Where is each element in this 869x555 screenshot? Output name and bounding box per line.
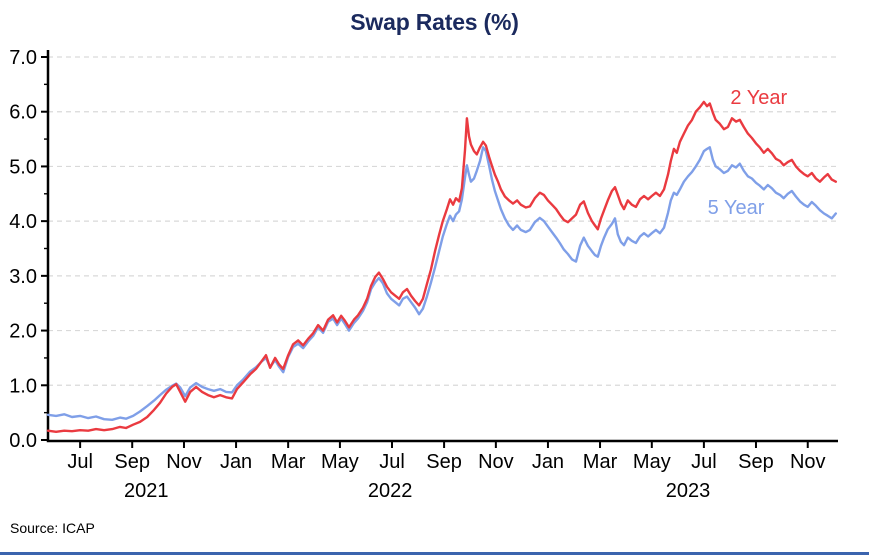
x-tick-label: Jan [220, 451, 252, 473]
x-tick-label: Jul [691, 451, 717, 473]
year-label: 2021 [124, 480, 169, 502]
year-label: 2023 [666, 480, 711, 502]
x-tick-label: May [633, 451, 671, 473]
x-tick-label: Sep [114, 451, 150, 473]
x-tick-label: Nov [166, 451, 202, 473]
x-tick-label: Jul [379, 451, 405, 473]
source-note: Source: ICAP [10, 520, 95, 536]
x-tick-label: Sep [738, 451, 774, 473]
series-line-5-year [46, 146, 837, 421]
x-tick-label: May [321, 451, 359, 473]
y-tick-label: 0.0 [9, 430, 37, 452]
bottom-accent-bar [0, 552, 869, 555]
series-line-2-year [46, 100, 837, 433]
chart-title: Swap Rates (%) [350, 9, 519, 35]
x-tick-label: Mar [271, 451, 306, 473]
series-label-2-year: 2 Year [730, 87, 787, 109]
x-tick-label: Mar [583, 451, 618, 473]
y-tick-label: 7.0 [9, 47, 37, 69]
y-tick-label: 3.0 [9, 266, 37, 288]
y-tick-label: 5.0 [9, 156, 37, 178]
x-tick-label: Sep [426, 451, 462, 473]
x-tick-label: Jul [67, 451, 93, 473]
x-tick-label: Jan [532, 451, 564, 473]
y-tick-label: 4.0 [9, 211, 37, 233]
y-tick-label: 2.0 [9, 321, 37, 343]
x-tick-label: Nov [478, 451, 514, 473]
y-tick-label: 6.0 [9, 102, 37, 124]
y-tick-label: 1.0 [9, 375, 37, 397]
x-tick-label: Nov [790, 451, 826, 473]
series-label-5-year: 5 Year [708, 197, 765, 219]
year-label: 2022 [368, 480, 413, 502]
